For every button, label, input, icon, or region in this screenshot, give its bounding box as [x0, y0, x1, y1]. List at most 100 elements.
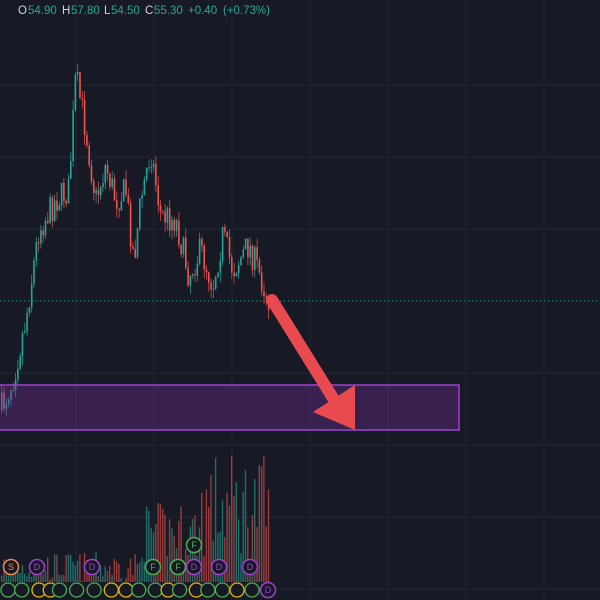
candle-body [129, 202, 132, 247]
volume-bar [219, 531, 221, 582]
volume-bar [17, 571, 19, 582]
candle-body [76, 72, 79, 75]
volume-bar [19, 573, 21, 582]
candle-body [70, 161, 72, 179]
candle-body [93, 181, 95, 194]
volume-bar [205, 489, 208, 582]
candle-body [120, 201, 123, 211]
volume-bar [166, 555, 168, 582]
candle-body [49, 197, 51, 223]
candle-body [173, 219, 176, 231]
event-dot [103, 582, 119, 598]
candle-body [150, 167, 153, 169]
candle-body [178, 220, 180, 246]
candle-body [258, 259, 261, 273]
volume-bar [263, 455, 265, 582]
volume-bar [180, 506, 182, 582]
candle-body [104, 165, 107, 183]
candle-body [187, 268, 189, 286]
event-dot [147, 582, 163, 598]
volume-bar [171, 528, 173, 582]
candle-body [97, 189, 100, 195]
candle-body [65, 201, 67, 204]
candle-body [185, 237, 187, 269]
candle-body [145, 167, 148, 180]
volume-bar [164, 514, 166, 582]
candle-body [24, 331, 26, 334]
candle-body [88, 145, 90, 166]
volume-bar [132, 575, 134, 582]
volume-bar [203, 556, 205, 582]
volume-bar [72, 561, 74, 582]
candle-body [212, 288, 215, 290]
candle-body [233, 272, 235, 277]
change-percent: (+0.73%) [223, 5, 270, 17]
candle-body [249, 245, 251, 258]
open-label: O [18, 5, 27, 17]
arrow-head [313, 385, 355, 430]
candle-body [90, 165, 93, 182]
volume-bar [58, 574, 60, 582]
low-value: 54.50 [111, 5, 140, 17]
candle-body [244, 238, 247, 250]
candle-body [224, 226, 226, 232]
volume-bar [178, 521, 180, 582]
event-marker-label: F [191, 540, 197, 550]
volume-bar [53, 554, 56, 582]
volume-bar [99, 565, 102, 582]
event-dot [14, 582, 30, 598]
volume-bar [127, 568, 129, 582]
volume-bar [265, 526, 267, 582]
candle-body [47, 220, 49, 223]
candle-body [63, 182, 65, 202]
volume-bar [254, 479, 256, 582]
candle-body [113, 178, 116, 201]
volume-bar [102, 576, 104, 582]
candle-body [116, 200, 118, 209]
volume-bar [67, 554, 70, 582]
candle-body [42, 230, 44, 236]
volume-bar [51, 577, 53, 582]
volume-bar [258, 465, 260, 582]
candle-body [3, 392, 5, 409]
candle-body [28, 307, 31, 313]
volume-bar [251, 514, 254, 582]
event-marker-label: F [150, 562, 156, 572]
candle-body [33, 260, 35, 285]
event-dot [68, 582, 85, 598]
candle-body [201, 238, 203, 246]
candle-body [221, 226, 224, 261]
candle-body [5, 403, 8, 409]
candle-body [237, 265, 240, 274]
volume-bar [145, 506, 148, 582]
volume-bar [125, 577, 127, 582]
volume-bar [44, 570, 47, 582]
volume-bar [49, 579, 51, 582]
volume-bar [256, 527, 258, 582]
candle-body [1, 392, 3, 410]
volume-bar [93, 569, 95, 582]
candle-body [168, 208, 171, 231]
candle-body [95, 189, 97, 194]
event-marker [210, 558, 228, 576]
candle-body [60, 182, 63, 206]
candle-body [51, 197, 54, 221]
open-value: 54.90 [28, 5, 57, 17]
candle-body [111, 178, 113, 187]
candle-body [79, 72, 81, 99]
candles [1, 64, 270, 416]
candle-body [203, 245, 205, 270]
candle-body [263, 291, 265, 297]
volume-bar [30, 577, 33, 582]
candle-body [159, 204, 162, 212]
volume-bar [26, 576, 28, 582]
volume-bar [198, 527, 201, 582]
volume-bar [260, 466, 263, 582]
volume-bar [1, 575, 3, 582]
candle-body [231, 257, 233, 273]
volume-bar [189, 526, 191, 582]
candle-body [235, 273, 238, 277]
candle-body [219, 260, 222, 273]
